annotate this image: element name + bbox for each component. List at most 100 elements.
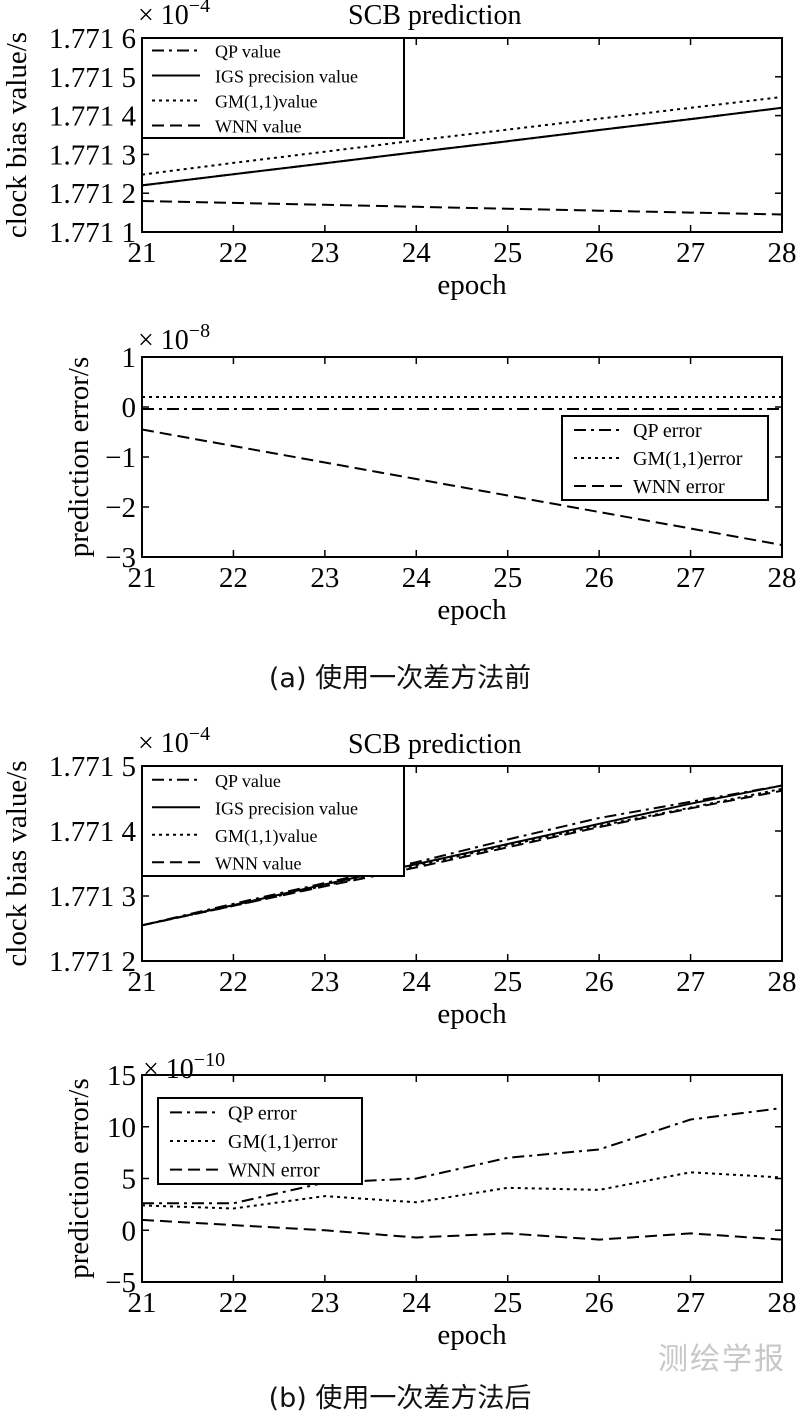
- y-tick-label: 0: [122, 392, 137, 424]
- y-tick-label: 10: [107, 1112, 136, 1144]
- series-line-qp-error: [142, 1107, 783, 1205]
- chart-panel-4: 21 22 23 24 25 26 27 28 −5 0 5 10 15 epoch prediction …: [63, 1049, 797, 1351]
- x-axis-label: epoch: [437, 594, 507, 626]
- legend-label: GM(1,1)value: [215, 826, 317, 847]
- x-tick-label: 23: [310, 1287, 339, 1319]
- legend-box: [141, 37, 405, 139]
- axis-exponent-power: −4: [189, 0, 210, 17]
- x-tick-label: 23: [310, 237, 339, 269]
- series-line-wnn-error: [141, 428, 783, 546]
- legend-label: QP value: [215, 771, 281, 791]
- x-tick-label: 28: [768, 562, 797, 594]
- caption-a: (a) 使用一次差方法前: [268, 663, 532, 694]
- chart-panel-3: 21 22 23 24 25 26 27 28 1.771 2 1.771 3 1.771 4 1.7…: [1, 723, 797, 1030]
- chart-title: SCB prediction: [348, 0, 521, 31]
- x-tick-label: 21: [128, 1287, 157, 1319]
- x-tick-label: 26: [585, 1287, 614, 1319]
- axis-exponent: × 10−4: [138, 723, 210, 759]
- series-line-igs-precision-value: [141, 106, 783, 187]
- y-tick-label: −3: [105, 542, 136, 574]
- x-tick-label: 26: [585, 562, 614, 594]
- y-tick-label: 1.771 1: [49, 217, 136, 249]
- x-axis-label: epoch: [437, 998, 507, 1030]
- y-tick-label: 15: [107, 1060, 136, 1092]
- x-tick-label: 28: [768, 966, 797, 998]
- chart-panel-1: 21 22 23 24 25 26 27 28 1.771 1 1.771 2 1.771 3 1.7…: [1, 0, 797, 301]
- axis-exponent-power: −8: [189, 320, 210, 342]
- x-tick-label: 21: [128, 562, 157, 594]
- legend-box: [141, 765, 405, 877]
- x-tick-label: 26: [585, 966, 614, 998]
- x-tick-label: 27: [676, 562, 705, 594]
- legend: QP value IGS precision value GM(1,1)value W…: [141, 765, 405, 877]
- x-tick-label: 26: [585, 237, 614, 269]
- legend-label: WNN error: [228, 1160, 320, 1182]
- series-line-gm-1-1-error: [141, 1171, 783, 1210]
- x-tick-label: 25: [493, 966, 522, 998]
- legend-label: GM(1,1)error: [633, 448, 743, 470]
- y-tick-label: 1.771 4: [49, 816, 137, 848]
- x-tick-label: 22: [219, 562, 248, 594]
- legend: QP error GM(1,1)error WNN error: [157, 1097, 363, 1185]
- y-tick-label: 1.771 2: [49, 946, 136, 978]
- y-tick-label: −5: [105, 1267, 136, 1299]
- x-tick-label: 24: [402, 562, 432, 594]
- axis-exponent: × 10−8: [138, 320, 210, 356]
- x-tick-label: 25: [493, 237, 522, 269]
- x-tick-label: 22: [219, 1287, 248, 1319]
- y-tick-label: 0: [122, 1215, 137, 1247]
- legend-label: WNN value: [215, 117, 301, 137]
- chart-title: SCB prediction: [348, 729, 521, 760]
- x-tick-label: 23: [310, 562, 339, 594]
- legend-label: QP error: [228, 1102, 297, 1124]
- y-tick-label: 5: [122, 1164, 137, 1196]
- x-tick-label: 27: [676, 237, 705, 269]
- series-line-qp-value: [141, 784, 783, 927]
- axis-exponent-power: −10: [194, 1049, 225, 1071]
- y-tick-label: −1: [105, 442, 136, 474]
- y-tick-label: 1.771 5: [49, 62, 136, 94]
- x-tick-label: 24: [402, 237, 432, 269]
- x-tick-label: 24: [402, 1287, 432, 1319]
- x-tick-label: 28: [768, 1287, 797, 1319]
- axis-exponent-power: −4: [189, 723, 210, 745]
- x-tick-label: 24: [402, 966, 432, 998]
- legend-label: QP error: [633, 420, 702, 442]
- x-tick-label: 22: [219, 237, 248, 269]
- series-line-gm-1-1-value: [141, 96, 783, 176]
- x-tick-label: 27: [676, 1287, 705, 1319]
- x-tick-label: 25: [493, 1287, 522, 1319]
- x-tick-label: 23: [310, 966, 339, 998]
- axis-exponent: × 10−10: [143, 1049, 225, 1085]
- watermark: 测绘学报: [658, 1342, 786, 1377]
- series-line-wnn-value: [141, 789, 783, 927]
- x-axis-label: epoch: [437, 269, 507, 301]
- y-tick-label: 1.771 3: [49, 881, 136, 913]
- y-axis-label: prediction error/s: [63, 357, 95, 558]
- legend-label: IGS precision value: [215, 798, 358, 818]
- x-tick-label: 21: [128, 237, 157, 269]
- x-tick-label: 25: [493, 562, 522, 594]
- y-axis-label: prediction error/s: [63, 1078, 95, 1279]
- y-axis-label: clock bias value/s: [1, 760, 33, 966]
- legend-label: WNN error: [633, 476, 725, 498]
- caption-b: (b) 使用一次差方法后: [268, 1383, 532, 1414]
- y-tick-label: 1: [122, 342, 137, 374]
- legend-label: IGS precision value: [215, 67, 358, 87]
- series-line-wnn-error: [141, 1218, 783, 1241]
- legend: QP value IGS precision value GM(1,1)value W…: [141, 37, 405, 139]
- legend-label: GM(1,1)value: [215, 92, 317, 113]
- series-line-wnn-value: [141, 200, 783, 216]
- x-tick-label: 21: [128, 966, 157, 998]
- axis-exponent: × 10−4: [138, 0, 210, 31]
- y-tick-label: 1.771 2: [49, 178, 136, 210]
- y-tick-label: −2: [105, 492, 136, 524]
- y-tick-label: 1.771 5: [49, 751, 136, 783]
- chart-panel-2: 21 22 23 24 25 26 27 28 −3 −2 −1 0 1 epoch prediction …: [63, 320, 797, 626]
- legend-label: WNN value: [215, 853, 301, 873]
- x-axis-label: epoch: [437, 1319, 507, 1351]
- y-axis-label: clock bias value/s: [1, 32, 33, 238]
- x-tick-label: 28: [768, 237, 797, 269]
- legend-label: QP value: [215, 42, 281, 62]
